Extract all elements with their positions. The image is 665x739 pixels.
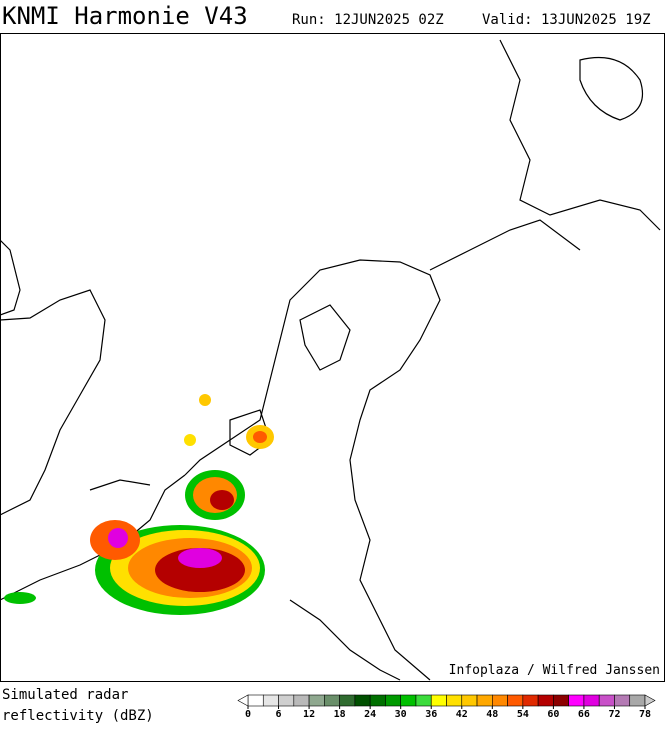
colorbar-tick-label: 30 [395,709,407,720]
colorbar-over [644,694,656,707]
colorbar-segment [385,694,401,707]
colorbar-segment [507,694,524,707]
coastlines [0,39,661,681]
colorbar: 0 6 12 18 24 30 36 42 48 54 60 66 72 78 [237,694,656,720]
legend-label: reflectivity (dBZ) [2,708,154,724]
colorbar-segment [598,694,615,707]
colorbar-segment [537,694,554,707]
colorbar-segment [308,694,325,707]
colorbar-segment [492,694,508,707]
run-time: Run: 12JUN2025 02Z [292,12,444,28]
colorbar-tick-label: 0 [245,709,251,720]
colorbar-tick-label: 24 [364,709,376,720]
colorbar-tick-label: 42 [456,709,468,720]
radar-echoes [4,394,274,615]
colorbar-segment [614,694,631,707]
colorbar-segment [522,694,539,707]
title: KNMI Harmonie V43 [2,2,248,30]
colorbar-segment [262,694,279,707]
colorbar-segment [415,694,432,707]
valid-time: Valid: 13JUN2025 19Z [482,12,651,28]
colorbar-segment [339,694,356,707]
colorbar-segment [430,694,447,707]
colorbar-tick-label: 12 [303,709,315,720]
colorbar-segment [369,694,386,707]
colorbar-segment [583,694,600,707]
colorbar-segment [354,694,371,707]
colorbar-segment [629,694,646,707]
colorbar-segment [553,694,569,707]
colorbar-segment [247,694,264,707]
colorbar-tick-label: 78 [639,709,651,720]
colorbar-segment [461,694,478,707]
colorbar-segment [293,694,310,707]
colorbar-tick-label: 18 [334,709,346,720]
colorbar-tick-label: 36 [425,709,437,720]
colorbar-tick-label: 6 [276,709,282,720]
colorbar-segment [568,694,585,707]
colorbar-segment [476,694,493,707]
colorbar-segment [278,694,295,707]
colorbar-under [237,694,249,707]
colorbar-tick-label: 60 [547,709,559,720]
colorbar-segment [446,694,463,707]
colorbar-tick-label: 66 [578,709,590,720]
colorbar-tick-label: 48 [486,709,498,720]
colorbar-tick-label: 54 [517,709,529,720]
colorbar-tick-label: 72 [608,709,620,720]
legend-label: Simulated radar [2,687,128,703]
colorbar-segment [324,694,340,707]
colorbar-segment [400,694,417,707]
credit: Infoplaza / Wilfred Janssen [449,663,660,678]
map: Infoplaza / Wilfred Janssen [0,33,665,682]
